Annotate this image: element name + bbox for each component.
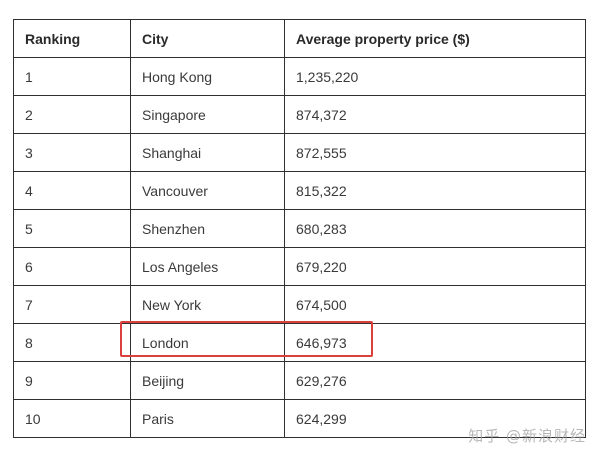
cell-price: 629,276 <box>284 361 586 400</box>
cell-ranking: 9 <box>13 361 131 400</box>
cell-city: Los Angeles <box>130 247 285 286</box>
table-row: 1 Hong Kong 1,235,220 <box>13 57 586 96</box>
cell-city: Paris <box>130 399 285 438</box>
cell-price: 874,372 <box>284 95 586 134</box>
cell-city: New York <box>130 285 285 324</box>
table-row: 4 Vancouver 815,322 <box>13 171 586 210</box>
cell-price: 624,299 <box>284 399 586 438</box>
cell-ranking: 1 <box>13 57 131 96</box>
table-header-row: Ranking City Average property price ($) <box>13 19 586 58</box>
table-row-highlighted: 8 London 646,973 <box>13 323 586 362</box>
table-row: 9 Beijing 629,276 <box>13 361 586 400</box>
cell-ranking: 7 <box>13 285 131 324</box>
cell-price: 679,220 <box>284 247 586 286</box>
cell-city: Singapore <box>130 95 285 134</box>
cell-price: 1,235,220 <box>284 57 586 96</box>
header-city: City <box>130 19 285 58</box>
table-row: 6 Los Angeles 679,220 <box>13 247 586 286</box>
cell-city: Shenzhen <box>130 209 285 248</box>
cell-price: 680,283 <box>284 209 586 248</box>
cell-ranking: 8 <box>13 323 131 362</box>
cell-city: Vancouver <box>130 171 285 210</box>
table-row: 5 Shenzhen 680,283 <box>13 209 586 248</box>
cell-price: 815,322 <box>284 171 586 210</box>
price-table-container: Ranking City Average property price ($) … <box>13 19 586 439</box>
cell-ranking: 3 <box>13 133 131 172</box>
cell-price: 646,973 <box>284 323 586 362</box>
table-row: 2 Singapore 874,372 <box>13 95 586 134</box>
table-row: 7 New York 674,500 <box>13 285 586 324</box>
cell-city: Hong Kong <box>130 57 285 96</box>
cell-price: 674,500 <box>284 285 586 324</box>
header-ranking: Ranking <box>13 19 131 58</box>
cell-ranking: 2 <box>13 95 131 134</box>
cell-ranking: 5 <box>13 209 131 248</box>
header-average-price: Average property price ($) <box>284 19 586 58</box>
cell-ranking: 10 <box>13 399 131 438</box>
cell-ranking: 6 <box>13 247 131 286</box>
cell-city: Beijing <box>130 361 285 400</box>
cell-price: 872,555 <box>284 133 586 172</box>
property-price-table: Ranking City Average property price ($) … <box>13 19 586 438</box>
watermark-text: 知乎 @新浪财经 <box>468 427 586 445</box>
table-row: 3 Shanghai 872,555 <box>13 133 586 172</box>
cell-city: Shanghai <box>130 133 285 172</box>
cell-ranking: 4 <box>13 171 131 210</box>
table-row: 10 Paris 624,299 <box>13 399 586 438</box>
cell-city: London <box>130 323 285 362</box>
